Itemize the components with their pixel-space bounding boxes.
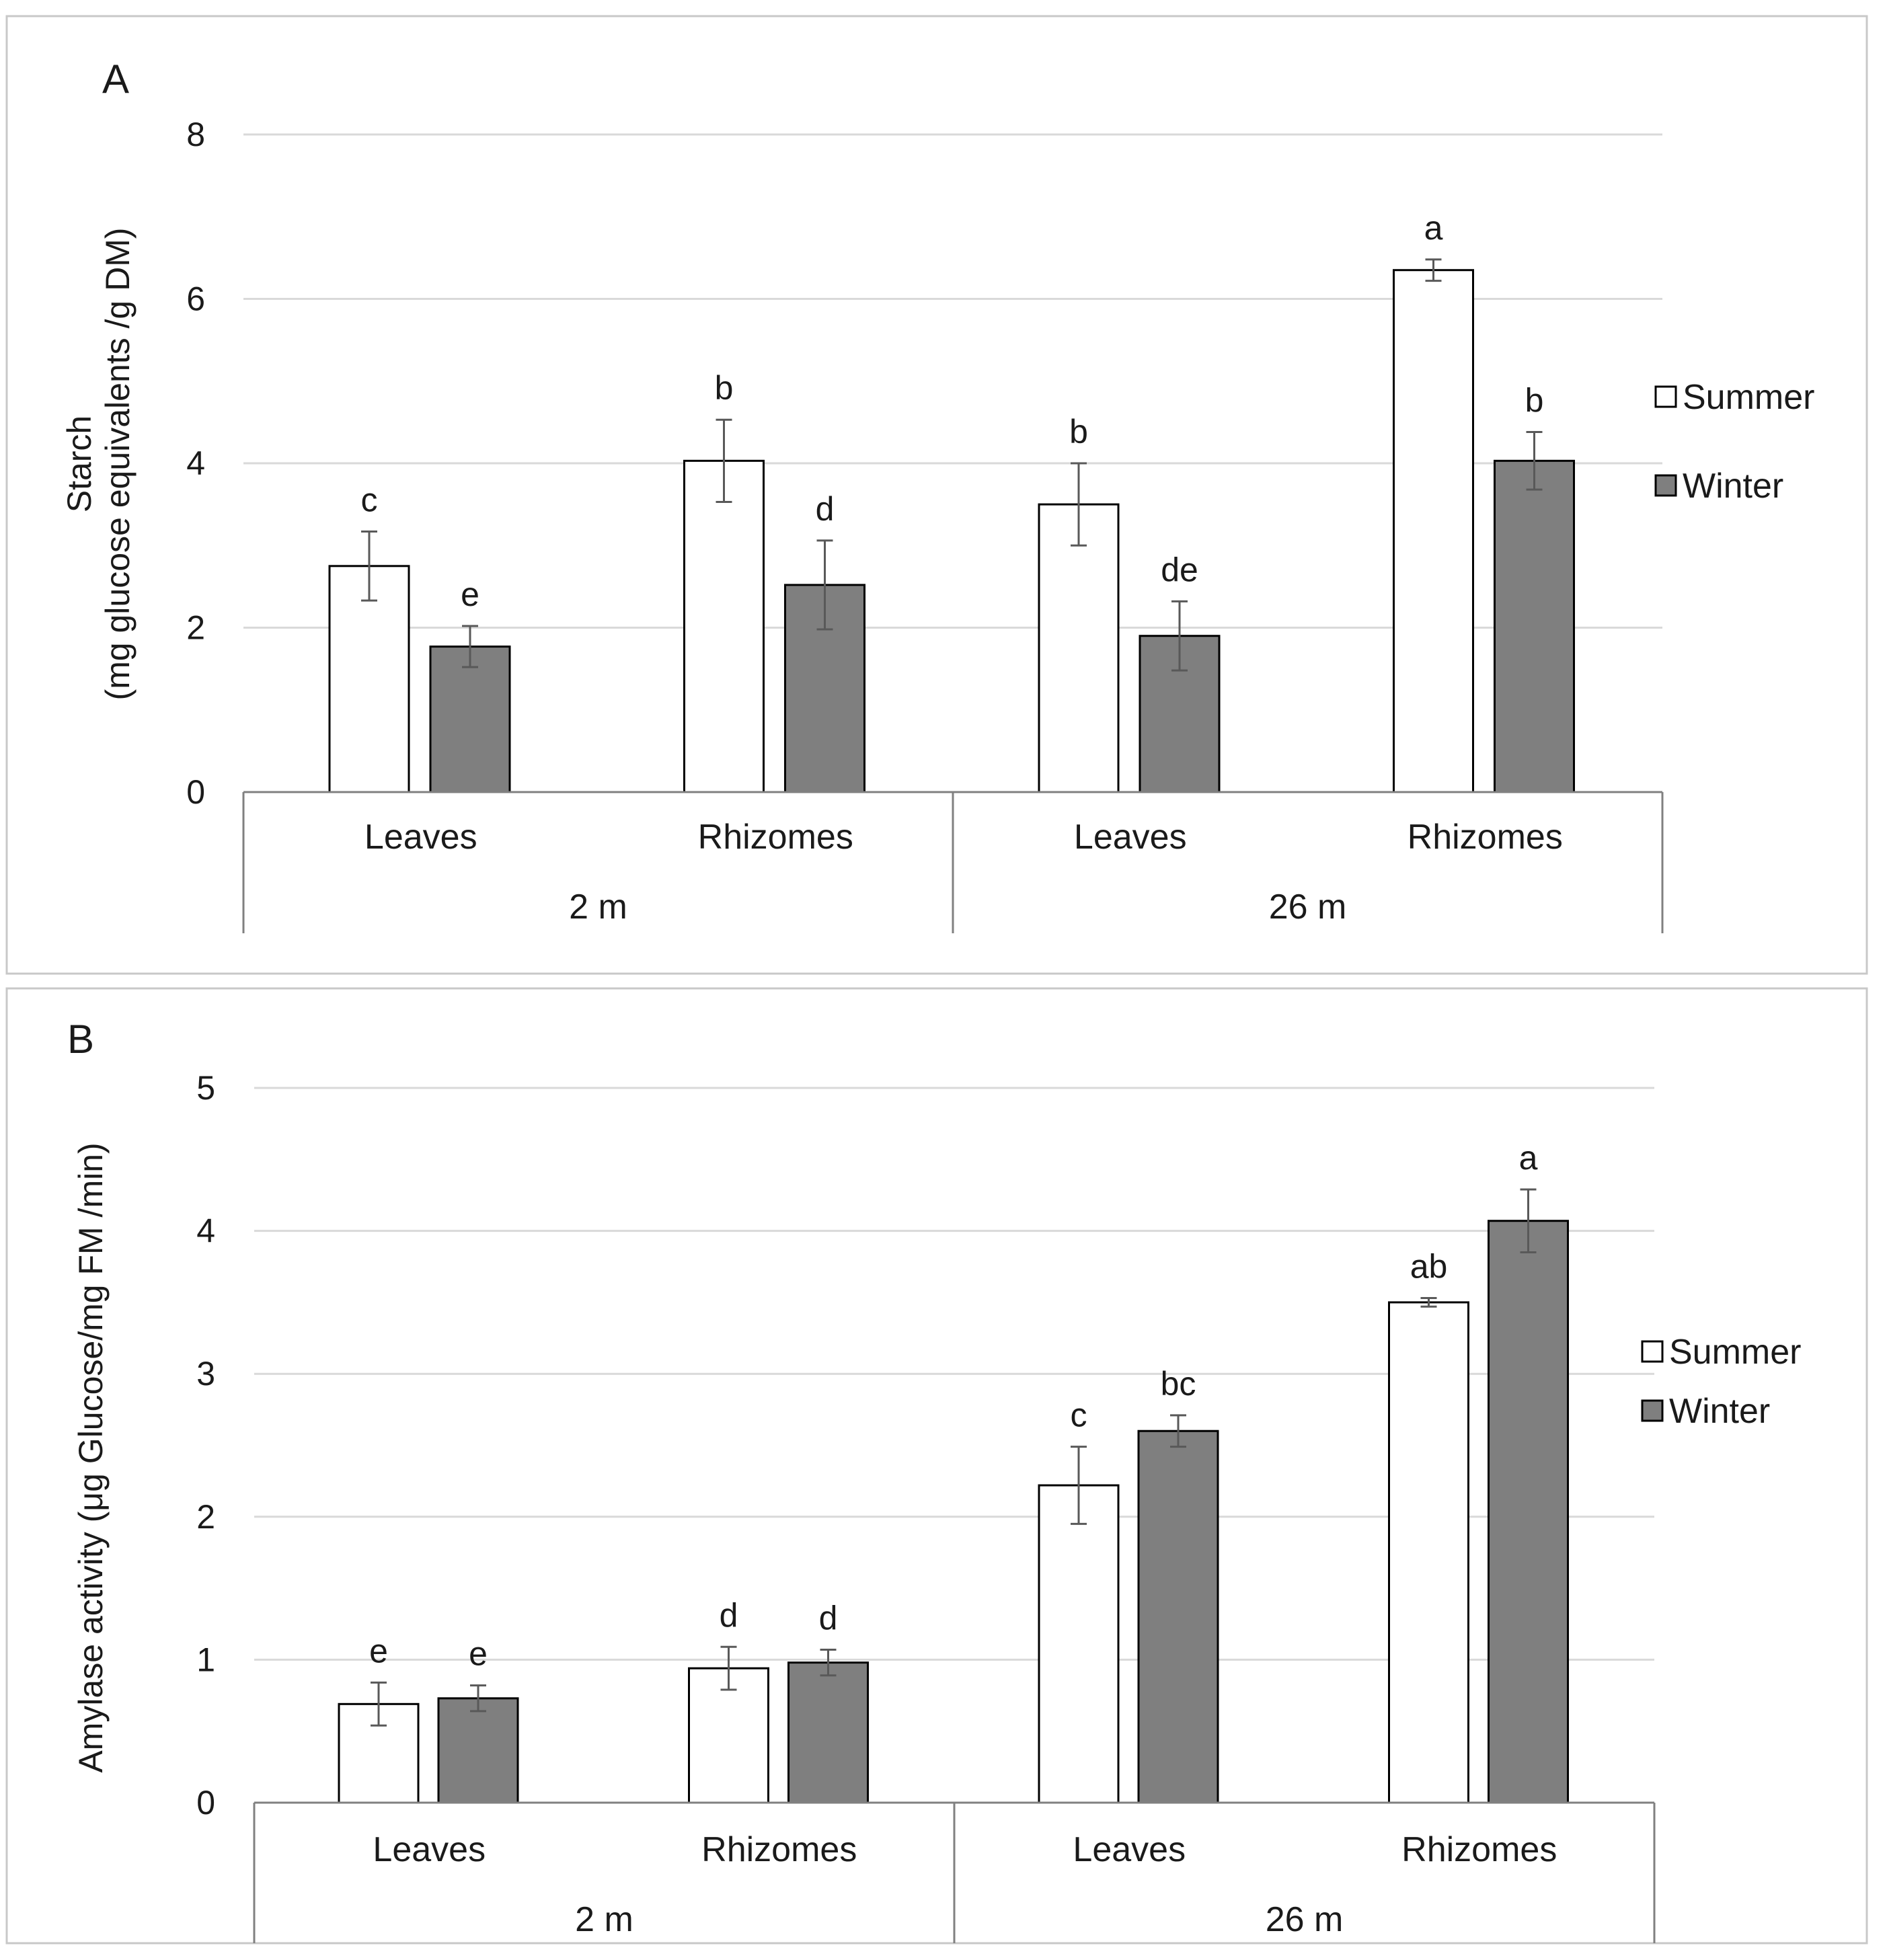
panel-b-group-label: 2 m	[575, 1900, 633, 1939]
panel-b-summer-significance-letter: d	[720, 1596, 738, 1634]
panel-b-y-tick-label: 2	[196, 1498, 215, 1536]
panel-a-category-label: Rhizomes	[698, 818, 853, 857]
panel-a-summer-bar	[1038, 503, 1120, 793]
panel-b-winter-significance-letter: bc	[1161, 1365, 1196, 1403]
panel-b-y-axis-label: Amylase activity (μg Glucose/mg FM /min)	[72, 1142, 110, 1772]
panel-b-legend-label-summer: Summer	[1669, 1333, 1801, 1372]
panel-a-summer-significance-letter: c	[361, 481, 378, 518]
panel-a-y-tick-label: 2	[186, 609, 205, 647]
panel-b-y-tick-label: 0	[196, 1784, 215, 1821]
panel-b-y-tick-label: 1	[196, 1641, 215, 1678]
panel-b-winter-bar	[1488, 1220, 1569, 1804]
panel-b-y-tick-label: 4	[196, 1212, 215, 1250]
panel-b-category-label: Rhizomes	[701, 1830, 857, 1869]
panel-a-winter-significance-letter: e	[461, 576, 479, 613]
panel-b-winter-significance-letter: a	[1519, 1139, 1538, 1177]
panel-b-legend-swatch-summer	[1641, 1340, 1664, 1363]
panel-b-summer-bar	[1038, 1484, 1120, 1804]
panel-b-summer-significance-letter: ab	[1410, 1248, 1448, 1286]
panel-a-summer-significance-letter: b	[1069, 413, 1088, 450]
panel-b-y-tick-label: 3	[196, 1355, 215, 1393]
panel-a-legend-label-summer: Summer	[1683, 378, 1814, 417]
panel-a-summer-significance-letter: b	[715, 369, 734, 407]
panel-b-y-tick-label: 5	[196, 1069, 215, 1107]
panel-a-summer-bar	[683, 459, 765, 793]
panel-a-winter-bar	[1494, 459, 1575, 793]
panel-a-winter-bar	[429, 645, 511, 793]
panel-b-summer-significance-letter: c	[1071, 1397, 1087, 1434]
panel-a-legend-label-winter: Winter	[1683, 467, 1783, 506]
panel-a-winter-significance-letter: de	[1161, 551, 1198, 588]
panel-b-label: B	[67, 1017, 94, 1062]
panel-a-winter-significance-letter: d	[816, 490, 835, 528]
panel-b-category-label: Rhizomes	[1401, 1830, 1557, 1869]
panel-a-y-tick-label: 8	[186, 116, 205, 153]
panel-a-legend-swatch-winter	[1654, 474, 1677, 497]
panel-b-winter-significance-letter: e	[469, 1635, 488, 1673]
panel-b-summer-significance-letter: e	[369, 1632, 388, 1670]
panel-b-winter-bar	[437, 1697, 519, 1804]
panel-b-category-label: Leaves	[373, 1830, 486, 1869]
panel-a-group-label: 26 m	[1269, 888, 1347, 927]
panel-a-summer-bar	[1393, 269, 1474, 793]
panel-b-group-label: 26 m	[1266, 1900, 1344, 1939]
panel-a-y-axis-label-line1: Starch	[61, 416, 98, 513]
panel-a-summer-significance-letter: a	[1424, 209, 1443, 247]
panel-a-y-axis-label-line2: (mg glucose equivalents /g DM)	[99, 227, 137, 700]
panel-b-winter-significance-letter: d	[819, 1600, 838, 1637]
panel-b-winter-bar	[787, 1661, 869, 1804]
panel-a-y-tick-label: 0	[186, 773, 205, 811]
panel-a-summer-bar	[328, 565, 410, 793]
panel-a-winter-significance-letter: b	[1525, 382, 1544, 420]
panel-a-y-tick-label: 4	[186, 444, 205, 482]
panel-a-category-label: Leaves	[364, 818, 477, 857]
panel-b-summer-bar	[1388, 1301, 1469, 1804]
panel-a-category-label: Rhizomes	[1408, 818, 1563, 857]
panel-b-winter-bar	[1137, 1429, 1219, 1804]
panel-a-group-label: 2 m	[569, 888, 627, 927]
panel-a-label: A	[102, 56, 129, 102]
panel-a-legend-swatch-summer	[1654, 385, 1677, 408]
panel-a-frame	[5, 15, 1868, 975]
panel-b-legend-swatch-winter	[1641, 1399, 1664, 1422]
panel-a-category-label: Leaves	[1074, 818, 1187, 857]
panel-a-y-tick-label: 6	[186, 280, 205, 318]
panel-b-legend-label-winter: Winter	[1669, 1392, 1770, 1431]
panel-b-category-label: Leaves	[1073, 1830, 1186, 1869]
panel-b-frame	[5, 987, 1868, 1945]
